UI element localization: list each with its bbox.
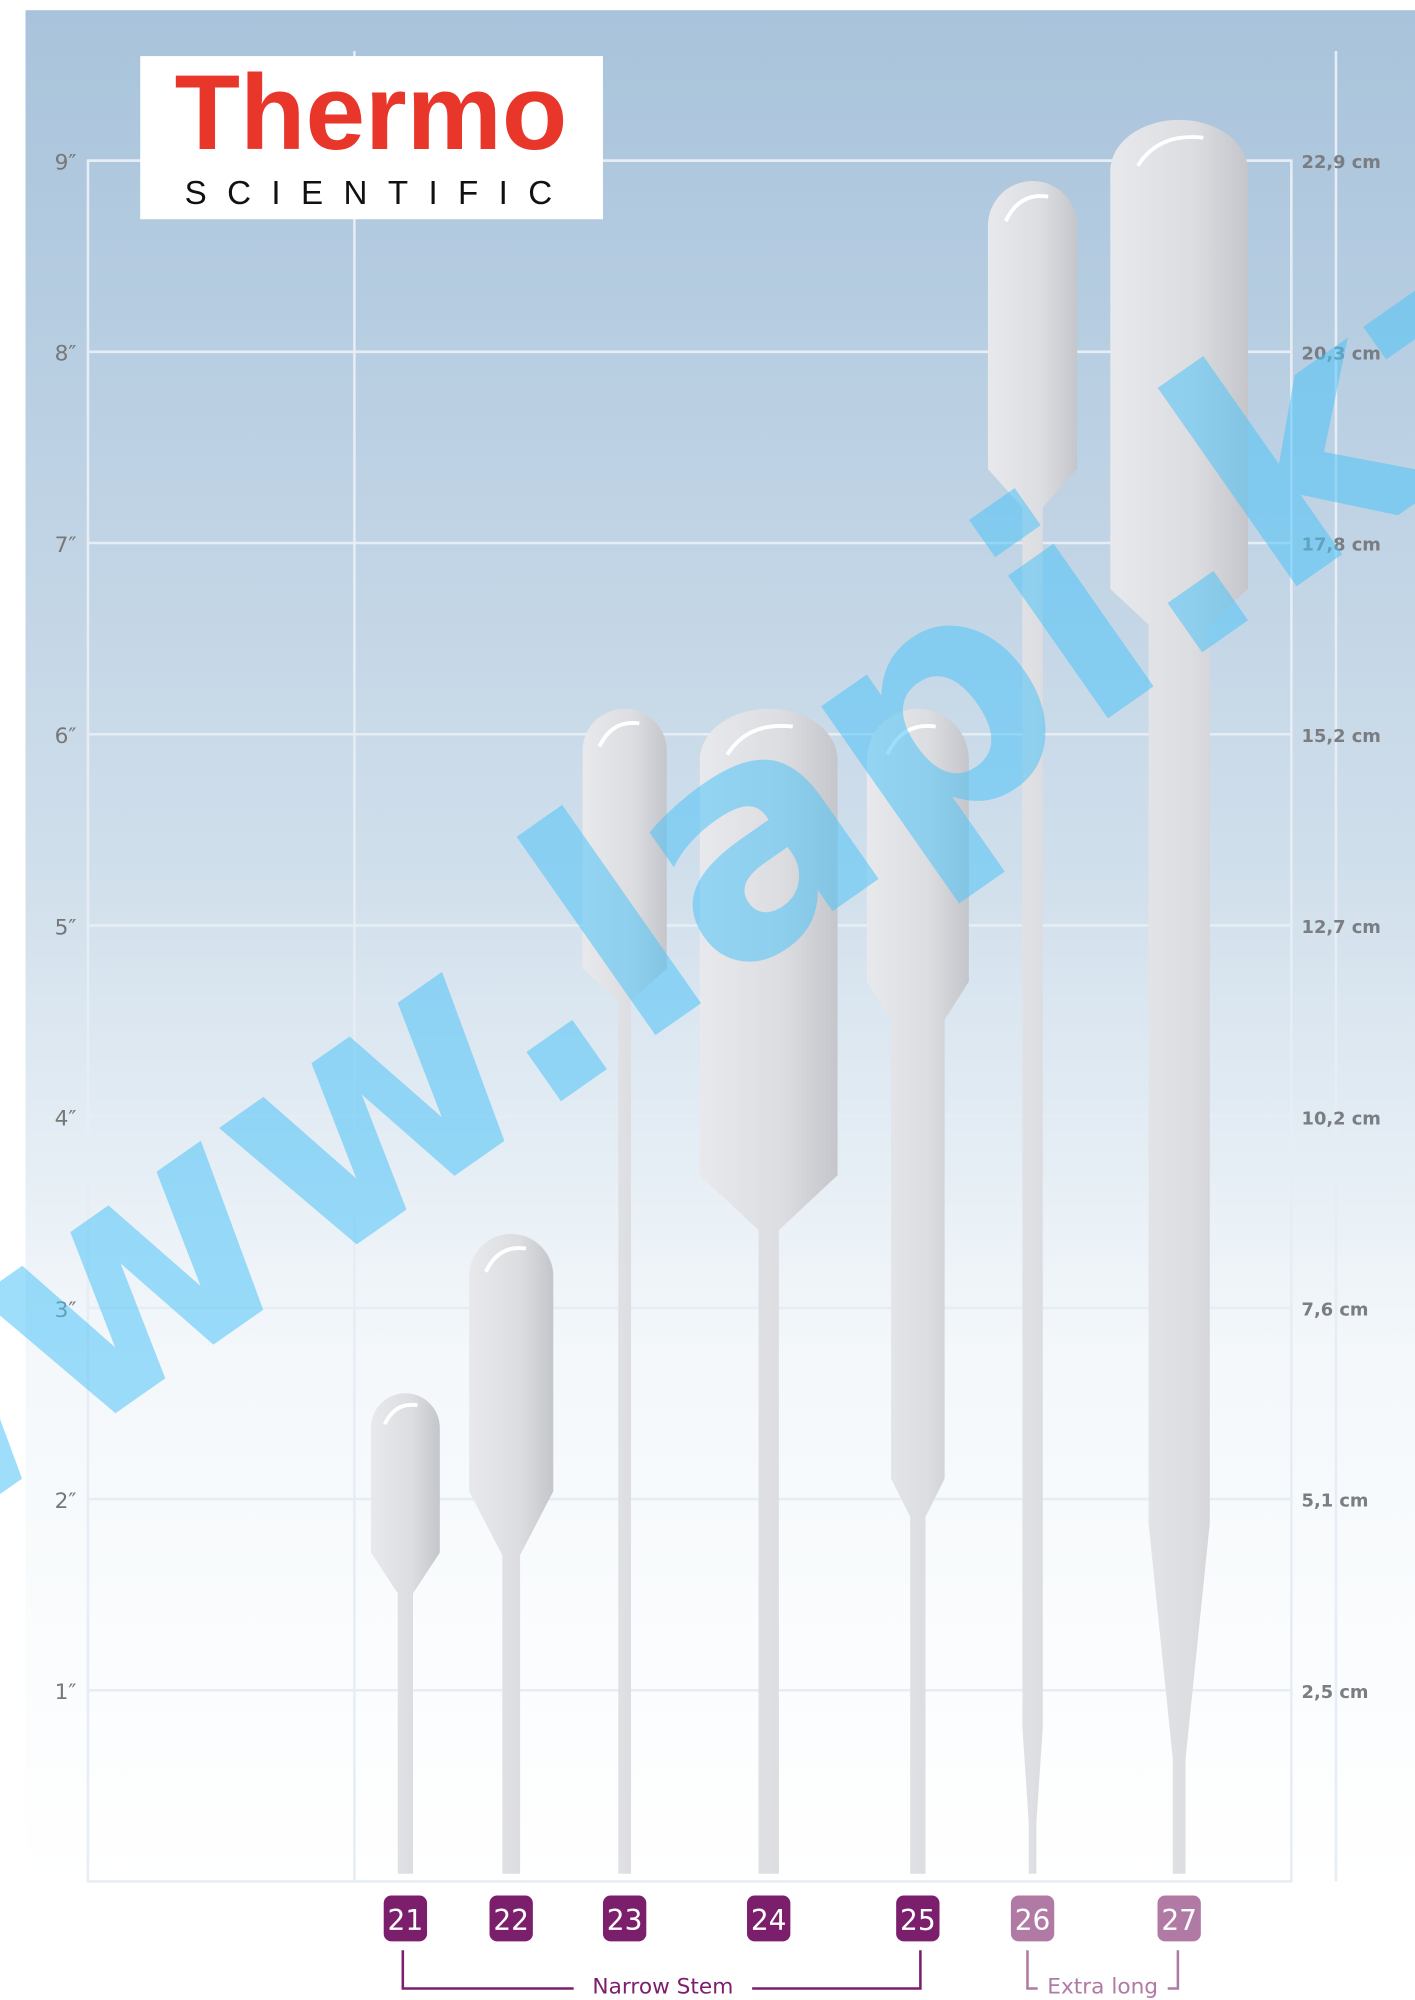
model-badge: [896, 1895, 940, 1942]
cm-label: 22,9 cm: [1302, 152, 1381, 173]
highlight: [382, 1402, 418, 1426]
model-badge: [1157, 1895, 1201, 1942]
cm-label: 15,2 cm: [1302, 726, 1381, 747]
highlight: [725, 724, 793, 756]
inch-label: 5″: [55, 915, 77, 940]
cm-label: 17,8 cm: [1302, 535, 1381, 556]
highlight: [885, 724, 936, 756]
pipette: [866, 708, 969, 1874]
bracket-extra: [1026, 1950, 1180, 1990]
pipette: [469, 1233, 554, 1874]
model-label: 24: [751, 1904, 787, 1937]
logo-box: [140, 56, 603, 220]
group-label: Extra long: [1047, 1975, 1158, 2000]
bracket-narrow: [401, 1950, 922, 1990]
pipettes: [370, 119, 1249, 1874]
cm-label: 10,2 cm: [1302, 1108, 1381, 1129]
inch-label: 8″: [55, 342, 77, 367]
cm-label: 12,7 cm: [1302, 917, 1381, 938]
model-badge: [489, 1895, 533, 1942]
pipette: [1110, 119, 1249, 1874]
cm-label: 5,1 cm: [1302, 1491, 1369, 1512]
highlight: [484, 1246, 527, 1273]
inch-label: 9″: [55, 151, 77, 176]
model-label: 23: [607, 1904, 643, 1937]
pipette: [699, 708, 838, 1874]
inch-label: 1″: [55, 1680, 77, 1705]
logo-brand: Thermo: [175, 52, 568, 172]
pipette: [987, 181, 1078, 1874]
model-badge: [1010, 1895, 1055, 1942]
cm-label: 20,3 cm: [1302, 343, 1381, 364]
highlight: [1136, 135, 1204, 167]
model-label: 25: [900, 1904, 936, 1937]
highlight: [597, 720, 640, 748]
inch-label: 4″: [55, 1107, 77, 1132]
labels: 1″ 2″ 3″ 4″ 5″ 6″ 7″ 8″ 9″ 2,5 cm 5,1 cm 7,6 cm 10,2…: [55, 151, 1381, 1942]
model-badge: [747, 1895, 791, 1942]
pipette: [370, 1393, 440, 1874]
logo-sub: SCIENTIFIC: [185, 175, 573, 212]
highlight: [1004, 194, 1049, 223]
inch-label: 6″: [55, 724, 77, 749]
group-label: Narrow Stem: [592, 1975, 733, 2000]
model-badge: [383, 1895, 428, 1942]
cm-label: 2,5 cm: [1302, 1682, 1369, 1703]
inch-label: 2″: [55, 1489, 77, 1514]
cm-label: 7,6 cm: [1302, 1299, 1369, 1320]
inch-label: 7″: [55, 533, 77, 558]
model-label: 22: [493, 1904, 529, 1937]
grid: [86, 50, 1338, 1883]
model-label: 21: [388, 1904, 424, 1937]
model-label: 27: [1161, 1904, 1197, 1937]
pipette: [582, 708, 667, 1874]
inch-label: 3″: [55, 1298, 77, 1323]
model-label: 26: [1015, 1904, 1051, 1937]
model-badge: [602, 1895, 647, 1942]
